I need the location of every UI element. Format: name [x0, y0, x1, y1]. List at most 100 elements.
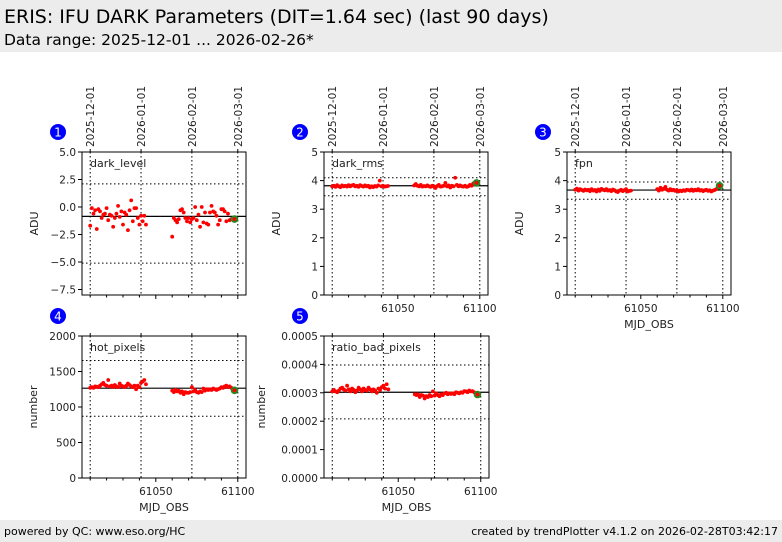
data-point	[193, 205, 198, 209]
data-point	[199, 390, 204, 394]
data-point	[374, 390, 379, 395]
data-point	[416, 392, 420, 397]
data-point	[112, 216, 117, 220]
data-point	[663, 184, 668, 189]
data-point	[117, 215, 122, 219]
y-tick-label: 0.0003	[281, 388, 318, 400]
panel-number-badge	[50, 124, 66, 140]
data-point	[381, 383, 386, 388]
data-point	[132, 383, 137, 388]
data-point	[89, 206, 94, 211]
plot-frame	[323, 335, 490, 479]
data-point	[343, 388, 348, 393]
x-axis-label: MJD_OBS	[382, 501, 432, 514]
plot-frame	[323, 151, 489, 296]
data-point	[196, 212, 201, 217]
data-point	[119, 209, 124, 214]
panel-number-badge	[292, 124, 308, 140]
data-point	[109, 213, 114, 218]
panel-number: 4	[54, 310, 62, 324]
date-tick-label: 2026-01-01	[621, 86, 633, 147]
date-tick-label: 2026-01-01	[136, 86, 148, 147]
data-point	[208, 210, 212, 215]
chart-panel-hot_pixels: 2000 1500 1000 500 0 61050 61100 hot_pixelsnumb…	[27, 308, 255, 514]
y-tick-label: 5	[311, 147, 318, 159]
date-tick-label: 2025-12-01	[85, 86, 97, 147]
date-tick-label: 2026-02-01	[187, 86, 199, 147]
data-point	[183, 216, 188, 220]
y-tick-label: 4	[554, 176, 561, 188]
data-point	[203, 210, 207, 215]
latest-point	[232, 388, 237, 393]
data-point	[212, 210, 217, 215]
data-point	[106, 218, 111, 223]
data-point	[111, 224, 116, 229]
data-point	[216, 222, 221, 227]
y-tick-label: 1500	[49, 367, 76, 379]
data-point	[142, 213, 147, 218]
y-tick-label: 0.0	[59, 202, 76, 214]
y-axis-label: ADU	[28, 211, 41, 235]
y-tick-label: −2.5	[51, 230, 77, 242]
data-point	[94, 227, 99, 231]
data-point	[451, 184, 456, 189]
data-point	[121, 222, 125, 227]
chart-panel-dark_level: 5.0 2.5 0.0 −2.5 −5.0 −7.5 2025-12-01 2026-01-0…	[28, 86, 247, 299]
data-point	[421, 393, 425, 398]
data-point	[170, 234, 175, 239]
data-point	[127, 208, 132, 213]
y-tick-label: 2000	[49, 331, 76, 343]
data-point	[116, 385, 120, 390]
data-point	[106, 378, 111, 382]
data-point	[386, 184, 390, 188]
footer-bar: powered by QC: www.eso.org/HC created by…	[0, 520, 782, 542]
date-tick-label: 2026-03-01	[718, 86, 730, 147]
data-point	[137, 385, 142, 390]
data-point	[453, 175, 458, 180]
data-point	[144, 382, 148, 387]
panel-label: ratio_bad_pixels	[332, 341, 421, 354]
data-point	[378, 388, 382, 392]
data-point	[376, 183, 381, 188]
x-tick-label: 61050	[624, 303, 657, 315]
panel-number-badge	[50, 308, 66, 324]
data-point	[116, 204, 120, 208]
data-point	[114, 211, 119, 216]
data-point	[199, 205, 204, 209]
data-point	[175, 220, 180, 225]
y-tick-label: 3	[311, 204, 318, 216]
data-point	[222, 209, 227, 214]
y-tick-label: 0.0002	[281, 416, 318, 428]
y-tick-label: −7.5	[51, 285, 77, 297]
y-tick-label: 2	[554, 233, 561, 245]
y-axis-label: number	[27, 385, 40, 428]
y-tick-label: 1000	[49, 402, 76, 414]
plot-frame	[81, 335, 247, 479]
data-point	[377, 178, 382, 183]
date-tick-label: 2026-03-01	[475, 86, 487, 147]
data-point	[355, 388, 359, 393]
panel-number: 5	[296, 310, 304, 324]
x-axis-label: MJD_OBS	[624, 318, 674, 331]
data-point	[180, 207, 184, 212]
plot-frame	[81, 151, 247, 296]
data-point	[134, 206, 139, 211]
y-tick-label: 2.5	[59, 175, 76, 187]
chart-panel-fpn: 5 4 3 2 1 0 61050 61100 2025-12-01 2026-01-01 2026…	[513, 86, 740, 331]
data-point	[217, 218, 222, 223]
data-point	[144, 222, 148, 227]
date-tick-label: 2026-02-01	[429, 86, 441, 147]
x-tick-label: 61100	[221, 486, 254, 498]
data-point	[93, 208, 98, 213]
latest-point	[474, 180, 479, 185]
data-point	[104, 206, 109, 211]
y-axis-label: ADU	[270, 211, 283, 235]
y-tick-label: 0	[554, 290, 561, 302]
data-point	[383, 386, 387, 391]
x-tick-label: 61050	[381, 303, 414, 315]
y-tick-label: 0.0001	[281, 445, 318, 457]
y-axis-label: number	[255, 385, 268, 428]
footer-powered-by[interactable]: powered by QC: www.eso.org/HC	[4, 525, 186, 538]
data-point	[181, 210, 186, 215]
data-point	[186, 216, 191, 220]
